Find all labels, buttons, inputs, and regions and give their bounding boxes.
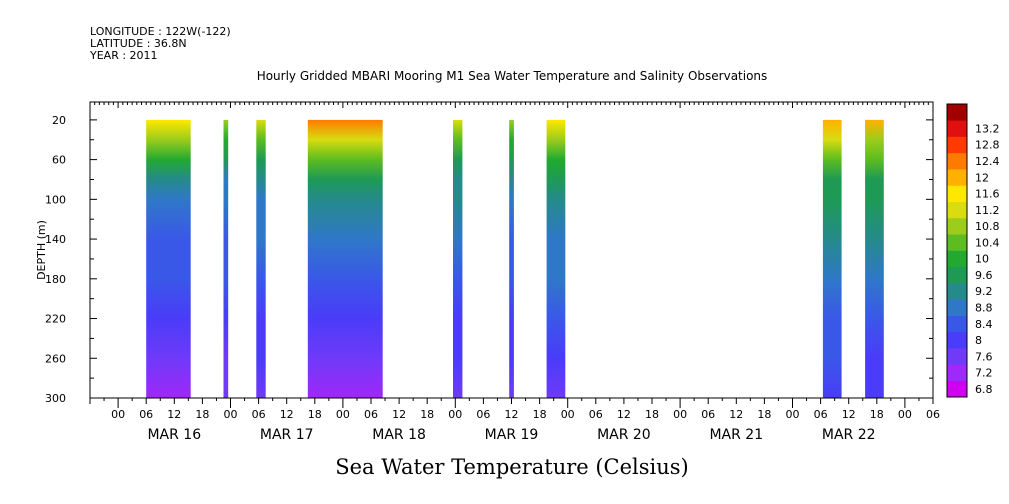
- colorbar-label: 6.8: [975, 383, 993, 396]
- x-tick-label: 06: [814, 408, 828, 421]
- latitude-label: LATITUDE : 36.8N: [90, 37, 187, 50]
- colorbar-label: 10.8: [975, 220, 1000, 233]
- colorbar-swatch: [947, 104, 967, 121]
- colorbar-swatch: [947, 250, 967, 268]
- colorbar-swatch: [947, 315, 967, 333]
- colorbar-swatch: [947, 380, 967, 398]
- colorbar-label: 9.6: [975, 269, 993, 282]
- colorbar-swatch: [947, 152, 967, 170]
- colorbar-swatch: [947, 169, 967, 186]
- y-tick-label: 260: [45, 352, 66, 365]
- y-tick-label: 100: [45, 193, 66, 206]
- month-label: MAR 20: [597, 427, 651, 443]
- x-tick-label: 12: [280, 408, 294, 421]
- x-tick-label: 00: [898, 408, 912, 421]
- month-label: MAR 17: [260, 427, 314, 443]
- colorbar-label: 12.4: [975, 155, 1000, 168]
- colorbar-label: 8.4: [975, 318, 993, 331]
- colorbar-label: 10: [975, 253, 989, 266]
- data-segment: [453, 119, 463, 399]
- y-tick-label: 300: [45, 392, 66, 405]
- plot-area: 00 06 12 18 00 06 12 18 00 06 12 18 00 06 12 18 00 06 12 18…: [45, 101, 940, 443]
- longitude-label: LONGITUDE : 122W(-122): [90, 25, 231, 38]
- x-tick-label: 12: [729, 408, 743, 421]
- x-tick-label: 12: [842, 408, 856, 421]
- x-tick-label: 06: [252, 408, 266, 421]
- colorbar-swatch: [947, 266, 967, 284]
- y-tick-label: 180: [45, 273, 66, 286]
- x-tick-label: 18: [870, 408, 884, 421]
- colorbar-swatch: [947, 331, 967, 349]
- colorbar-label: 8: [975, 334, 982, 347]
- colorbar-swatch: [947, 348, 967, 365]
- y-tick-label: 220: [45, 313, 66, 326]
- x-tick-label: 06: [589, 408, 603, 421]
- colorbar-swatch: [947, 201, 967, 219]
- y-tick-label: 60: [52, 154, 66, 167]
- x-tick-label: 18: [195, 408, 209, 421]
- year-label: YEAR : 2011: [89, 49, 158, 62]
- x-tick-label: 06: [364, 408, 378, 421]
- colorbar-swatch: [947, 217, 967, 235]
- month-label: MAR 16: [147, 427, 201, 443]
- colorbar-label: 12.8: [975, 139, 1000, 152]
- x-tick-label: 00: [336, 408, 350, 421]
- x-tick-label: 18: [645, 408, 659, 421]
- colorbar-swatch: [947, 364, 967, 382]
- x-tick-label: 12: [167, 408, 181, 421]
- x-tick-label: 00: [673, 408, 687, 421]
- data-segment: [546, 119, 566, 399]
- data-segment: [223, 119, 229, 399]
- data-segment: [865, 119, 884, 399]
- colorbar-label: 8.8: [975, 302, 993, 315]
- colorbar-frame: [946, 103, 968, 398]
- month-label: MAR 22: [822, 427, 876, 443]
- x-tick-label: 18: [420, 408, 434, 421]
- x-tick-label: 06: [926, 408, 940, 421]
- colorbar-label: 13.2: [975, 122, 1000, 135]
- x-tick-label: 06: [701, 408, 715, 421]
- x-tick-label: 06: [476, 408, 490, 421]
- month-label: MAR 21: [709, 427, 763, 443]
- colorbar-swatch: [947, 120, 967, 137]
- month-label: MAR 19: [485, 427, 539, 443]
- x-tick-label: 18: [308, 408, 322, 421]
- x-tick-label: 00: [448, 408, 462, 421]
- month-label: MAR 18: [372, 427, 426, 443]
- colorbar-swatch: [947, 185, 967, 202]
- x-tick-label: 18: [757, 408, 771, 421]
- colorbar-swatch: [947, 299, 967, 316]
- x-tick-label: 18: [533, 408, 547, 421]
- x-tick-label: 12: [392, 408, 406, 421]
- data-segment: [256, 119, 266, 399]
- variable-title: Sea Water Temperature (Celsius): [335, 455, 689, 479]
- data-segment: [509, 119, 514, 399]
- y-tick-label: 20: [52, 114, 66, 127]
- colorbar-swatch: [947, 283, 967, 300]
- colorbar-label: 7.6: [975, 350, 993, 363]
- colorbar-label: 10.4: [975, 236, 1000, 249]
- colorbar: 6.8 7.2 7.6 8 8.4 8.8 9.2 9.6 10 10.4 10.8 11.2 11.6…: [946, 103, 1000, 398]
- colorbar-swatch: [947, 136, 967, 154]
- x-tick-label: 12: [617, 408, 631, 421]
- x-tick-label: 00: [786, 408, 800, 421]
- colorbar-swatch: [947, 234, 967, 251]
- colorbar-label: 9.2: [975, 285, 993, 298]
- data-segment: [146, 119, 191, 399]
- y-tick-label: 140: [45, 233, 66, 246]
- data-segment: [307, 119, 383, 399]
- colorbar-label: 12: [975, 171, 989, 184]
- x-tick-label: 00: [224, 408, 238, 421]
- colorbar-label: 7.2: [975, 367, 993, 380]
- colorbar-label: 11.6: [975, 188, 1000, 201]
- x-tick-label: 00: [561, 408, 575, 421]
- colorbar-label: 11.2: [975, 204, 1000, 217]
- y-axis-label: DEPTH (m): [35, 220, 48, 280]
- data-segment: [822, 119, 842, 399]
- x-tick-label: 00: [111, 408, 125, 421]
- x-tick-label: 06: [139, 408, 153, 421]
- x-tick-label: 12: [505, 408, 519, 421]
- chart-title: Hourly Gridded MBARI Mooring M1 Sea Wate…: [257, 69, 768, 83]
